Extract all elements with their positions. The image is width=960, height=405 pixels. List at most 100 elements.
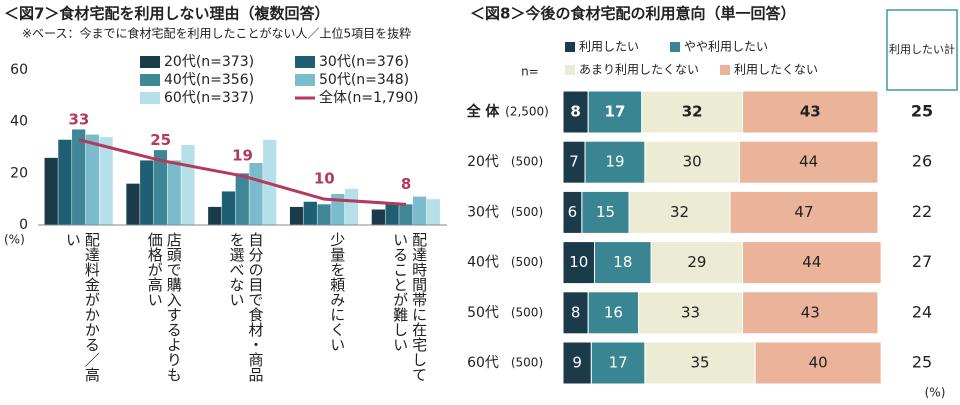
bar <box>289 206 304 225</box>
bar <box>99 137 113 225</box>
bar <box>44 157 58 225</box>
n-label: (500) <box>511 356 543 370</box>
data-label: 8 <box>571 303 581 321</box>
x-tick-label: 少量を頼みにくい <box>328 232 347 352</box>
legend-swatch <box>295 56 315 68</box>
n-label: (500) <box>511 255 543 269</box>
bar-segment <box>754 341 882 385</box>
chart-title: ＜図8＞今後の食材宅配の利用意向（単一回答） <box>470 5 795 23</box>
data-label: 10 <box>314 170 335 188</box>
bar-segment <box>590 341 646 385</box>
data-label: 7 <box>569 153 579 171</box>
data-label: 43 <box>801 303 820 321</box>
x-tick-label: 配達料金がかかる／高い <box>63 232 101 382</box>
data-label: 32 <box>682 103 703 121</box>
bar <box>399 204 413 225</box>
data-label: 33 <box>681 303 700 321</box>
total-label: 25 <box>911 102 933 121</box>
data-label: 17 <box>609 354 628 372</box>
chart-subtitle: ※ベース：今までに食材宅配を利用したことがない人／上位5項目を抜粋 <box>22 26 411 41</box>
legend-label: あまり利用したくない <box>579 63 699 77</box>
bar-segment <box>587 291 640 335</box>
data-label: 15 <box>596 203 615 221</box>
bar-segment <box>729 190 879 234</box>
data-label: 32 <box>670 203 689 221</box>
legend-swatch <box>140 56 160 68</box>
total-label: 25 <box>912 353 932 372</box>
legend-label: 60代(n=337) <box>164 90 254 106</box>
legend-swatch <box>140 74 160 86</box>
x-tick-label: 自分の目で食材・商品を選べない <box>227 232 265 382</box>
bar <box>426 199 440 225</box>
bar-segment <box>628 190 731 234</box>
x-tick-label: 店頭で購入するよりも価格が高い <box>145 232 183 382</box>
n-header: n= <box>521 65 539 79</box>
bar <box>181 144 195 225</box>
data-label: 35 <box>690 354 709 372</box>
data-label: 44 <box>799 153 818 171</box>
unit-label: (%) <box>4 233 25 247</box>
y-tick-label: 60 <box>10 62 28 78</box>
bar-segment <box>742 90 879 134</box>
bar-segment <box>650 241 744 285</box>
bar-segment <box>587 90 643 134</box>
y-tick-label: 40 <box>10 114 28 130</box>
n-label: (2,500) <box>505 105 549 119</box>
data-label: 25 <box>150 131 171 149</box>
bar <box>385 204 399 225</box>
bar-segment <box>584 140 646 184</box>
legend-label: やや利用したい <box>684 40 768 54</box>
bar-segment <box>594 241 652 285</box>
data-label: 10 <box>569 253 588 271</box>
n-label: (500) <box>511 155 543 169</box>
legend-swatch <box>670 42 680 52</box>
legend-label: 50代(n=348) <box>319 72 409 88</box>
y-tick-label: 60代 <box>467 355 499 371</box>
data-label: 40 <box>809 354 828 372</box>
data-label: 6 <box>568 203 578 221</box>
data-label: 8 <box>401 175 411 193</box>
bar-segment <box>581 190 630 234</box>
bar <box>72 129 86 225</box>
legend-swatch <box>295 74 315 86</box>
unit-label: (%) <box>925 386 946 400</box>
bar-segment <box>562 241 595 285</box>
bar <box>140 160 154 225</box>
total-label: 24 <box>912 302 932 321</box>
data-label: 17 <box>605 103 626 121</box>
legend-swatch <box>565 65 575 75</box>
bar-segment <box>562 90 589 134</box>
legend-label: 全体(n=1,790) <box>319 89 419 106</box>
header-box <box>886 9 958 91</box>
legend-swatch <box>565 42 575 52</box>
bar <box>235 173 249 225</box>
data-label: 19 <box>605 153 624 171</box>
bar <box>412 196 427 225</box>
chart-title: ＜図7＞食材宅配を利用しない理由（複数回答） <box>4 5 329 23</box>
bar <box>249 163 263 225</box>
y-tick-label: 20 <box>10 165 28 181</box>
bar <box>371 209 385 225</box>
data-label: 44 <box>802 253 821 271</box>
bar-segment <box>562 341 592 385</box>
data-label: 47 <box>794 203 813 221</box>
bar <box>153 150 168 225</box>
bar-segment <box>644 341 756 385</box>
data-label: 19 <box>232 146 253 164</box>
total-label: 22 <box>912 202 932 221</box>
legend-swatch <box>720 65 730 75</box>
y-tick-label: 20代 <box>467 154 499 170</box>
legend-label: 40代(n=356) <box>164 72 254 88</box>
legend-label: 30代(n=376) <box>319 54 409 70</box>
data-label: 16 <box>604 303 623 321</box>
data-label: 9 <box>572 354 582 372</box>
total-header: 利用したい計 <box>889 42 955 56</box>
y-tick-label: 0 <box>19 217 28 233</box>
bar <box>126 183 140 225</box>
bar <box>85 134 100 225</box>
data-label: 8 <box>570 103 580 121</box>
bar-segment <box>742 291 879 335</box>
n-label: (500) <box>511 205 543 219</box>
